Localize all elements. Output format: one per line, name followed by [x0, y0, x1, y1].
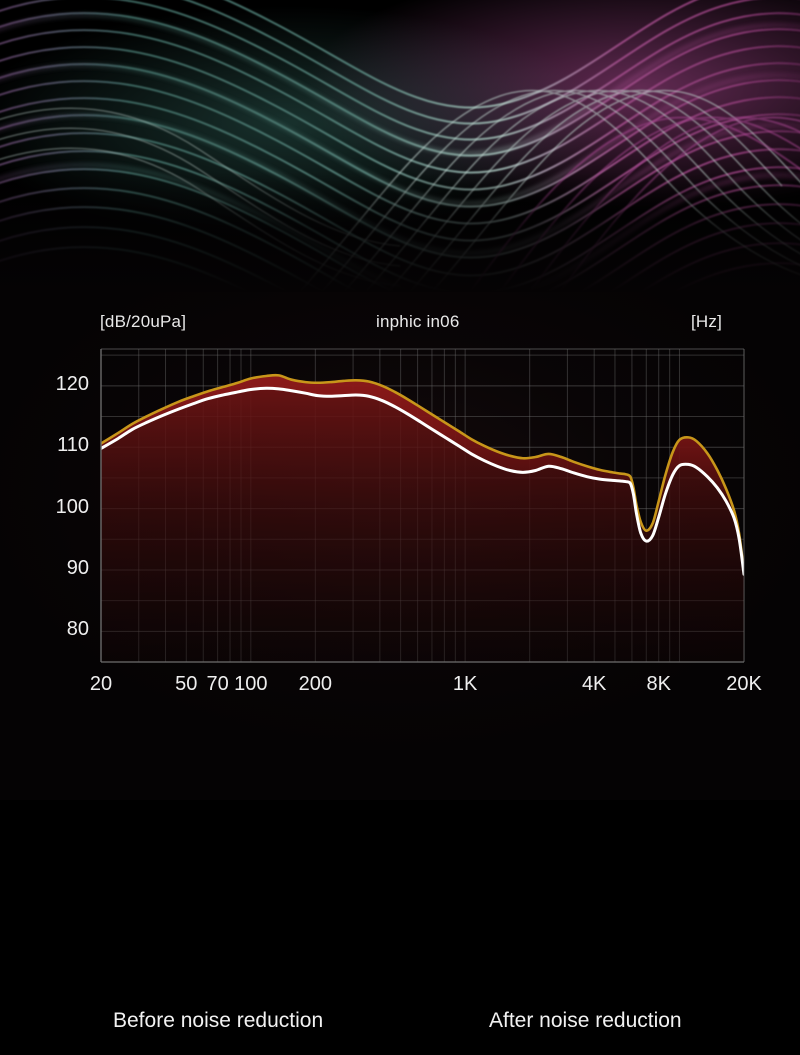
area-under-after-curve — [101, 388, 744, 662]
x-tick-label: 20 — [89, 673, 113, 695]
chart-legend-captions: Before noise reduction After noise reduc… — [0, 1009, 800, 1055]
x-tick-label: 50 — [175, 673, 198, 695]
plot-svg — [100, 348, 745, 663]
audio-waveform-banner — [0, 0, 800, 292]
x-tick-label: 200 — [298, 673, 333, 695]
x-tick-label: 100 — [234, 673, 268, 695]
x-tick-label: 4K — [581, 673, 607, 695]
y-tick-label: 110 — [57, 434, 89, 457]
x-tick-label: 8K — [646, 673, 671, 695]
frequency-response-infographic: [dB/20uPa] inphic in06 [Hz] — [0, 0, 800, 1032]
y-tick-label: 80 — [66, 618, 89, 641]
y-tick-label: 100 — [55, 495, 89, 518]
waveform-graphic — [0, 0, 800, 292]
x-tick-label: 20K — [726, 673, 762, 695]
before-noise-reduction-curve — [101, 373, 744, 573]
y-tick-label: 90 — [66, 556, 89, 579]
chart-title: inphic in06 — [376, 312, 460, 331]
chart-header: [dB/20uPa] inphic in06 [Hz] — [0, 292, 800, 332]
area-between-curves — [101, 375, 744, 575]
legend-before-noise-reduction: Before noise reduction — [113, 1009, 324, 1032]
x-axis-unit-label: [Hz] — [691, 312, 723, 331]
plot-frame — [100, 348, 745, 663]
after-noise-reduction-curve — [101, 386, 744, 576]
plot-area: 80 90 100 110 120 20 50 70 100 200 1K 4K 8K 20K — [0, 292, 800, 800]
x-tick-label: 1K — [452, 673, 478, 695]
legend-after-noise-reduction: After noise reduction — [489, 1009, 682, 1032]
y-tick-label: 120 — [55, 372, 89, 395]
y-axis-unit-label: [dB/20uPa] — [100, 312, 187, 331]
x-tick-label: 70 — [206, 673, 229, 695]
frequency-response-chart: [dB/20uPa] inphic in06 [Hz] — [0, 292, 800, 1032]
